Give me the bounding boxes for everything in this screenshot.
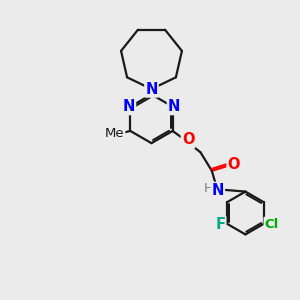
Text: O: O — [182, 132, 194, 147]
Text: O: O — [228, 158, 240, 172]
Text: N: N — [123, 99, 135, 114]
Text: Cl: Cl — [265, 218, 279, 231]
Text: N: N — [212, 183, 224, 198]
Text: H: H — [204, 182, 214, 195]
Text: N: N — [168, 99, 180, 114]
Text: F: F — [215, 217, 225, 232]
Text: Me: Me — [105, 127, 125, 140]
Text: N: N — [145, 82, 158, 97]
